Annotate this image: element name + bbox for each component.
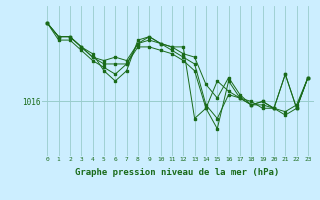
X-axis label: Graphe pression niveau de la mer (hPa): Graphe pression niveau de la mer (hPa) bbox=[76, 168, 280, 177]
